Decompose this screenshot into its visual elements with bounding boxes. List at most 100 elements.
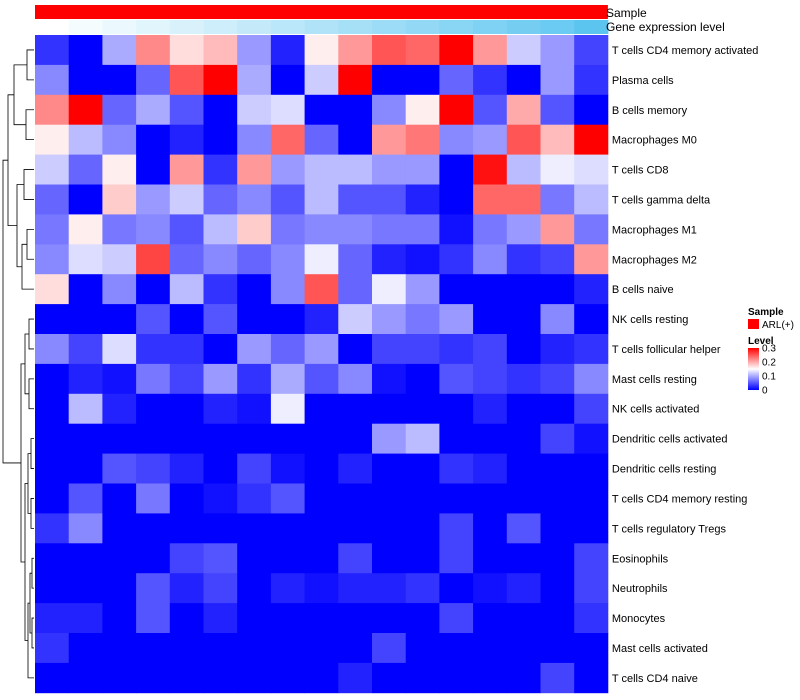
heatmap-cell xyxy=(574,543,609,574)
heatmap-cell xyxy=(338,334,373,365)
expression-cell xyxy=(372,20,407,34)
heatmap-cell xyxy=(574,662,609,694)
heatmap-cell xyxy=(439,603,474,634)
heatmap-cell xyxy=(304,603,339,634)
heatmap-cell xyxy=(203,423,238,454)
heatmap-cell xyxy=(136,483,171,514)
heatmap-cell xyxy=(540,124,575,155)
heatmap-cell xyxy=(35,64,70,96)
row-label: T cells gamma delta xyxy=(612,194,711,206)
heatmap-cell xyxy=(270,513,305,544)
heatmap-cell xyxy=(439,423,474,454)
heatmap-cell xyxy=(68,124,103,155)
heatmap-cell xyxy=(102,274,137,305)
heatmap-cell xyxy=(439,304,474,335)
heatmap-cell xyxy=(68,64,103,96)
heatmap-cell xyxy=(270,363,305,395)
heatmap-cell xyxy=(540,393,575,425)
heatmap-cell xyxy=(102,154,137,185)
sample-annotation-label: Sample xyxy=(606,6,647,20)
heatmap-cell xyxy=(203,513,238,544)
heatmap-cell xyxy=(304,633,339,664)
heatmap-cell xyxy=(338,94,373,126)
heatmap-cell xyxy=(237,603,272,634)
expression-cell xyxy=(473,20,508,34)
expression-cell xyxy=(338,20,373,34)
expression-annotation-bar xyxy=(35,20,609,34)
heatmap-cell xyxy=(169,573,204,604)
heatmap-cell xyxy=(405,543,440,574)
heatmap-cell xyxy=(372,154,407,185)
heatmap-cell xyxy=(574,214,609,245)
heatmap-cell xyxy=(405,124,440,155)
heatmap-cell xyxy=(237,35,272,66)
heatmap-cell xyxy=(439,633,474,664)
heatmap-cell xyxy=(102,244,137,275)
heatmap-cell xyxy=(270,662,305,694)
heatmap-cell xyxy=(574,603,609,634)
heatmap-cell xyxy=(270,393,305,425)
heatmap-cell xyxy=(506,543,541,574)
heatmap-cell xyxy=(574,393,609,425)
heatmap-cell xyxy=(473,423,508,454)
heatmap-cell xyxy=(203,603,238,634)
heatmap-cell xyxy=(372,513,407,544)
expression-cell xyxy=(270,20,306,34)
dendrogram-branch xyxy=(30,498,34,529)
heatmap-cell xyxy=(35,633,70,664)
heatmap-cell xyxy=(304,543,339,574)
heatmap-cell xyxy=(270,64,305,96)
heatmap-cell xyxy=(540,543,575,574)
heatmap-cell xyxy=(506,154,541,185)
heatmap-cell xyxy=(574,244,609,275)
heatmap-cell xyxy=(136,154,171,185)
heatmap-cell xyxy=(473,453,508,484)
heatmap-cell xyxy=(136,64,171,96)
heatmap-cell xyxy=(203,184,238,215)
heatmap-cell xyxy=(203,363,238,395)
heatmap-cell xyxy=(102,603,137,634)
dendrogram-branch xyxy=(24,333,29,395)
heatmap-cell xyxy=(473,214,508,245)
heatmap-cell xyxy=(102,662,137,694)
heatmap-cell xyxy=(574,64,609,96)
heatmap-cell xyxy=(473,94,508,126)
heatmap-cell xyxy=(540,363,575,395)
heatmap-cell xyxy=(304,483,339,514)
heatmap-cell xyxy=(169,603,204,634)
heatmap-cell xyxy=(473,35,508,66)
row-label: Macrophages M2 xyxy=(612,254,697,266)
heatmap-cell xyxy=(102,94,137,126)
heatmap-cell xyxy=(203,124,238,155)
heatmap-cell xyxy=(405,304,440,335)
expression-cell xyxy=(304,20,339,34)
heatmap-cell xyxy=(203,453,238,484)
dendrogram-branch xyxy=(2,159,21,464)
heatmap-cell xyxy=(237,154,272,185)
heatmap-cell xyxy=(169,64,204,96)
heatmap-cell xyxy=(473,393,508,425)
dendrogram-branch xyxy=(26,228,34,260)
heatmap-cell xyxy=(405,334,440,365)
heatmap-cell xyxy=(304,423,339,454)
heatmap-cell xyxy=(473,573,508,604)
legend-sample-swatch xyxy=(748,319,759,329)
expression-cell xyxy=(540,20,575,34)
heatmap-cell xyxy=(35,334,70,365)
heatmap-cell xyxy=(574,154,609,185)
row-label: B cells naive xyxy=(612,284,674,296)
heatmap-cell xyxy=(68,334,103,365)
expression-cell xyxy=(237,20,272,34)
heatmap-cell xyxy=(540,244,575,275)
heatmap-cell xyxy=(372,214,407,245)
heatmap-cell xyxy=(102,124,137,155)
heatmap-cell xyxy=(372,453,407,484)
row-label: Neutrophils xyxy=(612,583,668,595)
heatmap-cell xyxy=(574,304,609,335)
heatmap-cell xyxy=(372,363,407,395)
heatmap-cell xyxy=(405,633,440,664)
dendrogram-branch xyxy=(21,243,34,290)
expression-cell xyxy=(102,20,137,34)
heatmap-cell xyxy=(68,244,103,275)
heatmap-cell xyxy=(304,393,339,425)
